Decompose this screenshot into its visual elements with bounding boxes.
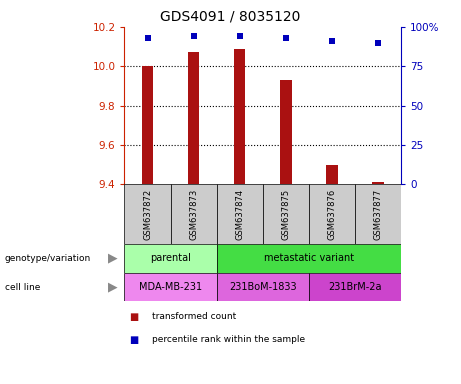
Text: GSM637872: GSM637872	[143, 189, 152, 240]
Bar	[171, 184, 217, 244]
Bar	[234, 48, 245, 184]
Bar	[217, 184, 263, 244]
Bar	[142, 66, 154, 184]
Bar	[124, 244, 217, 273]
Text: GSM637873: GSM637873	[189, 189, 198, 240]
Text: genotype/variation: genotype/variation	[5, 254, 91, 263]
Bar	[124, 184, 171, 244]
Bar	[326, 165, 337, 184]
Text: metastatic variant: metastatic variant	[264, 253, 354, 263]
Text: 231BrM-2a: 231BrM-2a	[328, 282, 382, 292]
Text: ▶: ▶	[108, 252, 118, 265]
Text: GSM637876: GSM637876	[327, 189, 337, 240]
Text: parental: parental	[150, 253, 191, 263]
Bar	[217, 244, 401, 273]
Text: percentile rank within the sample: percentile rank within the sample	[152, 335, 305, 344]
Bar	[309, 273, 401, 301]
Text: GSM637874: GSM637874	[235, 189, 244, 240]
Text: ▶: ▶	[108, 281, 118, 293]
Text: ■: ■	[129, 335, 138, 345]
Bar	[280, 80, 291, 184]
Bar	[188, 53, 200, 184]
Bar	[124, 273, 217, 301]
Text: MDA-MB-231: MDA-MB-231	[139, 282, 202, 292]
Bar	[355, 184, 401, 244]
Text: 231BoM-1833: 231BoM-1833	[229, 282, 296, 292]
Text: ■: ■	[129, 312, 138, 322]
Text: GDS4091 / 8035120: GDS4091 / 8035120	[160, 10, 301, 23]
Text: cell line: cell line	[5, 283, 40, 291]
Text: GSM637875: GSM637875	[281, 189, 290, 240]
Text: transformed count: transformed count	[152, 312, 236, 321]
Text: GSM637877: GSM637877	[373, 189, 383, 240]
Bar	[217, 273, 309, 301]
Bar	[263, 184, 309, 244]
Bar	[372, 182, 384, 184]
Bar	[309, 184, 355, 244]
